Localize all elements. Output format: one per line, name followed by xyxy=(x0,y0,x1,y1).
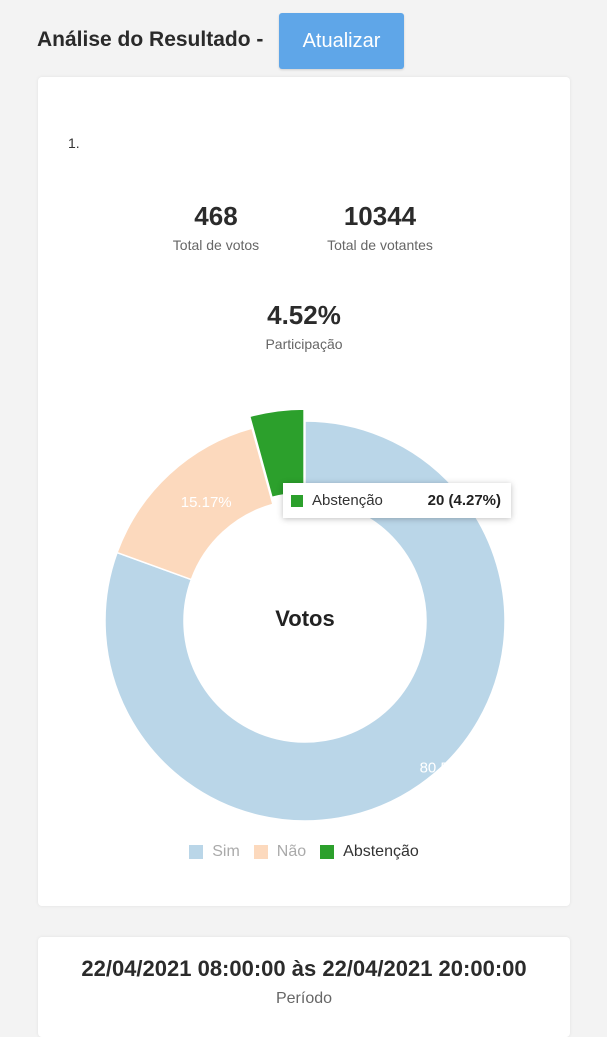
page-title: Análise do Resultado - xyxy=(37,28,264,51)
participation-value: 4.52% xyxy=(267,300,341,330)
tooltip-value: 20 (4.27%) xyxy=(427,492,501,509)
total-votes-stat: 468 Total de votos xyxy=(156,201,276,253)
legend-label-sim: Sim xyxy=(212,843,240,860)
chart-center-title: Votos xyxy=(275,606,334,631)
total-voters-value: 10344 xyxy=(343,201,417,231)
result-card: 1. 468 Total de votos 10344 Total de vot… xyxy=(38,77,570,906)
period-label: Período xyxy=(275,990,333,1007)
total-votes-value: 468 xyxy=(194,201,238,231)
header: Análise do Resultado - Atualizar xyxy=(0,0,607,76)
votes-donut-chart: 80.56% 15.17% Votos xyxy=(104,408,506,822)
slice-value-label-0: 80.56% xyxy=(420,759,471,776)
total-voters-stat: 10344 Total de votantes xyxy=(310,201,450,253)
legend-swatch-nao xyxy=(253,845,268,859)
legend-label-nao: Não xyxy=(276,843,307,860)
question-number: 1. xyxy=(68,135,80,151)
tooltip-label: Abstenção xyxy=(312,492,383,509)
period-value: 22/04/2021 08:00:00 às 22/04/2021 20:00:… xyxy=(81,956,527,981)
refresh-button[interactable]: Atualizar xyxy=(279,13,404,69)
total-votes-label: Total de votos xyxy=(172,237,260,253)
legend-label-abstencao: Abstenção xyxy=(343,843,419,860)
donut-slice-2[interactable] xyxy=(248,408,305,499)
total-voters-label: Total de votantes xyxy=(327,237,433,253)
participation-label: Participação xyxy=(265,336,343,352)
period-card: 22/04/2021 08:00:00 às 22/04/2021 20:00:… xyxy=(38,937,570,1037)
legend-item-sim[interactable]: Sim xyxy=(189,843,240,861)
donut-slice-1[interactable] xyxy=(116,427,274,581)
legend-item-abstencao[interactable]: Abstenção xyxy=(320,843,419,861)
legend-swatch-sim xyxy=(189,845,204,859)
chart-tooltip: Abstenção 20 (4.27%) xyxy=(283,483,511,518)
tooltip-swatch xyxy=(291,494,303,507)
donut-slice-0[interactable] xyxy=(104,420,506,822)
legend-item-nao[interactable]: Não xyxy=(253,843,307,861)
slice-value-label-1: 15.17% xyxy=(181,494,232,511)
participation-stat: 4.52% Participação xyxy=(244,300,364,352)
legend-swatch-abstencao xyxy=(320,845,335,859)
chart-legend: Sim Não Abstenção xyxy=(38,843,570,861)
